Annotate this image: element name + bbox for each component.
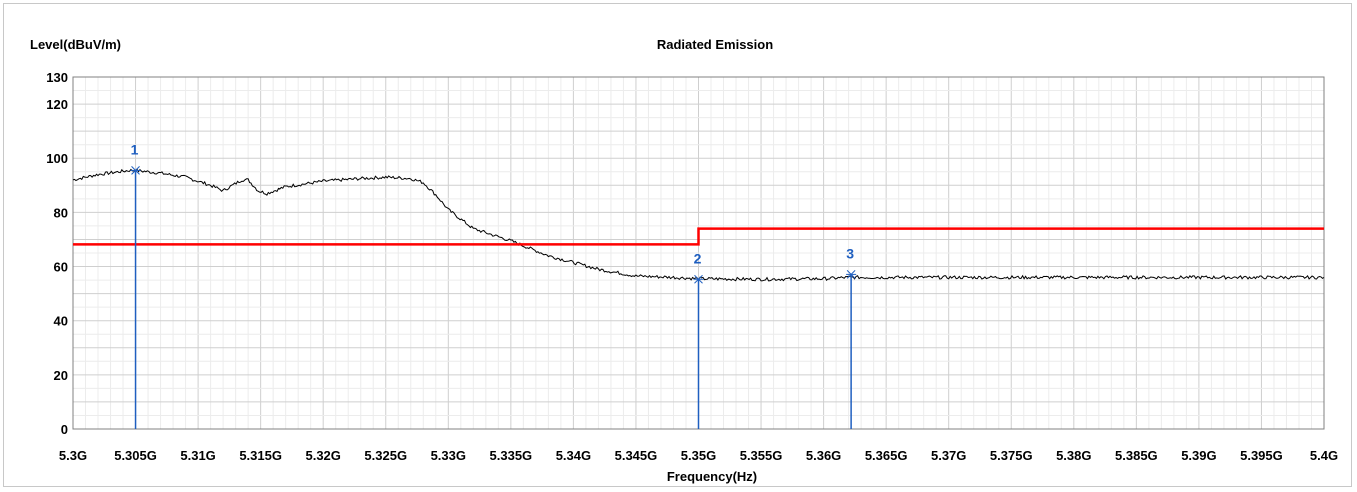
chart-title: Radiated Emission	[657, 37, 773, 52]
y-tick-label: 80	[54, 205, 68, 220]
y-tick-label: 0	[61, 422, 68, 437]
x-tick-label: 5.375G	[990, 448, 1033, 463]
emission-chart: 1 2 3 5.3G 5.305G 5.31G 5.315G 5.32G 5.325G 5.33…	[30, 37, 1338, 484]
x-axis-label: Frequency(Hz)	[667, 469, 757, 484]
limit-line	[73, 227, 1324, 246]
x-tick-label: 5.335G	[490, 448, 533, 463]
y-tick-label: 20	[54, 368, 68, 383]
x-tick-label: 5.365G	[865, 448, 908, 463]
y-tick-label: 120	[46, 97, 68, 112]
x-tick-label: 5.38G	[1056, 448, 1091, 463]
y-tick-label: 40	[54, 314, 68, 329]
x-tick-label: 5.31G	[180, 448, 215, 463]
y-tick-label: 100	[46, 151, 68, 166]
y-tick-label: 60	[54, 260, 68, 275]
x-tick-label: 5.33G	[431, 448, 466, 463]
x-tick-label: 5.37G	[931, 448, 966, 463]
x-tick-label: 5.395G	[1240, 448, 1283, 463]
x-tick-label: 5.345G	[615, 448, 658, 463]
x-tick-label: 5.39G	[1181, 448, 1216, 463]
marker-label: 3	[846, 245, 854, 261]
y-axis-label: Level(dBuV/m)	[30, 37, 121, 52]
x-tick-label: 5.3G	[59, 448, 87, 463]
x-tick-label: 5.305G	[114, 448, 157, 463]
markers: 1 2 3	[130, 141, 857, 429]
x-tick-label: 5.355G	[740, 448, 783, 463]
x-tick-label: 5.385G	[1115, 448, 1158, 463]
x-tick-label: 5.325G	[364, 448, 407, 463]
x-tick-label: 5.34G	[556, 448, 591, 463]
x-tick-label: 5.35G	[681, 448, 716, 463]
x-tick-label: 5.4G	[1310, 448, 1338, 463]
marker-label: 2	[694, 250, 702, 266]
marker-label: 1	[131, 141, 139, 157]
tick-labels: 5.3G 5.305G 5.31G 5.315G 5.32G 5.325G 5.33G 5.3…	[46, 70, 1338, 463]
chart-frame: 1 2 3 5.3G 5.305G 5.31G 5.315G 5.32G 5.325G 5.33…	[3, 3, 1352, 487]
y-tick-label: 130	[46, 70, 68, 85]
x-tick-label: 5.36G	[806, 448, 841, 463]
grid	[73, 77, 1324, 429]
x-tick-label: 5.315G	[239, 448, 282, 463]
x-tick-label: 5.32G	[305, 448, 340, 463]
